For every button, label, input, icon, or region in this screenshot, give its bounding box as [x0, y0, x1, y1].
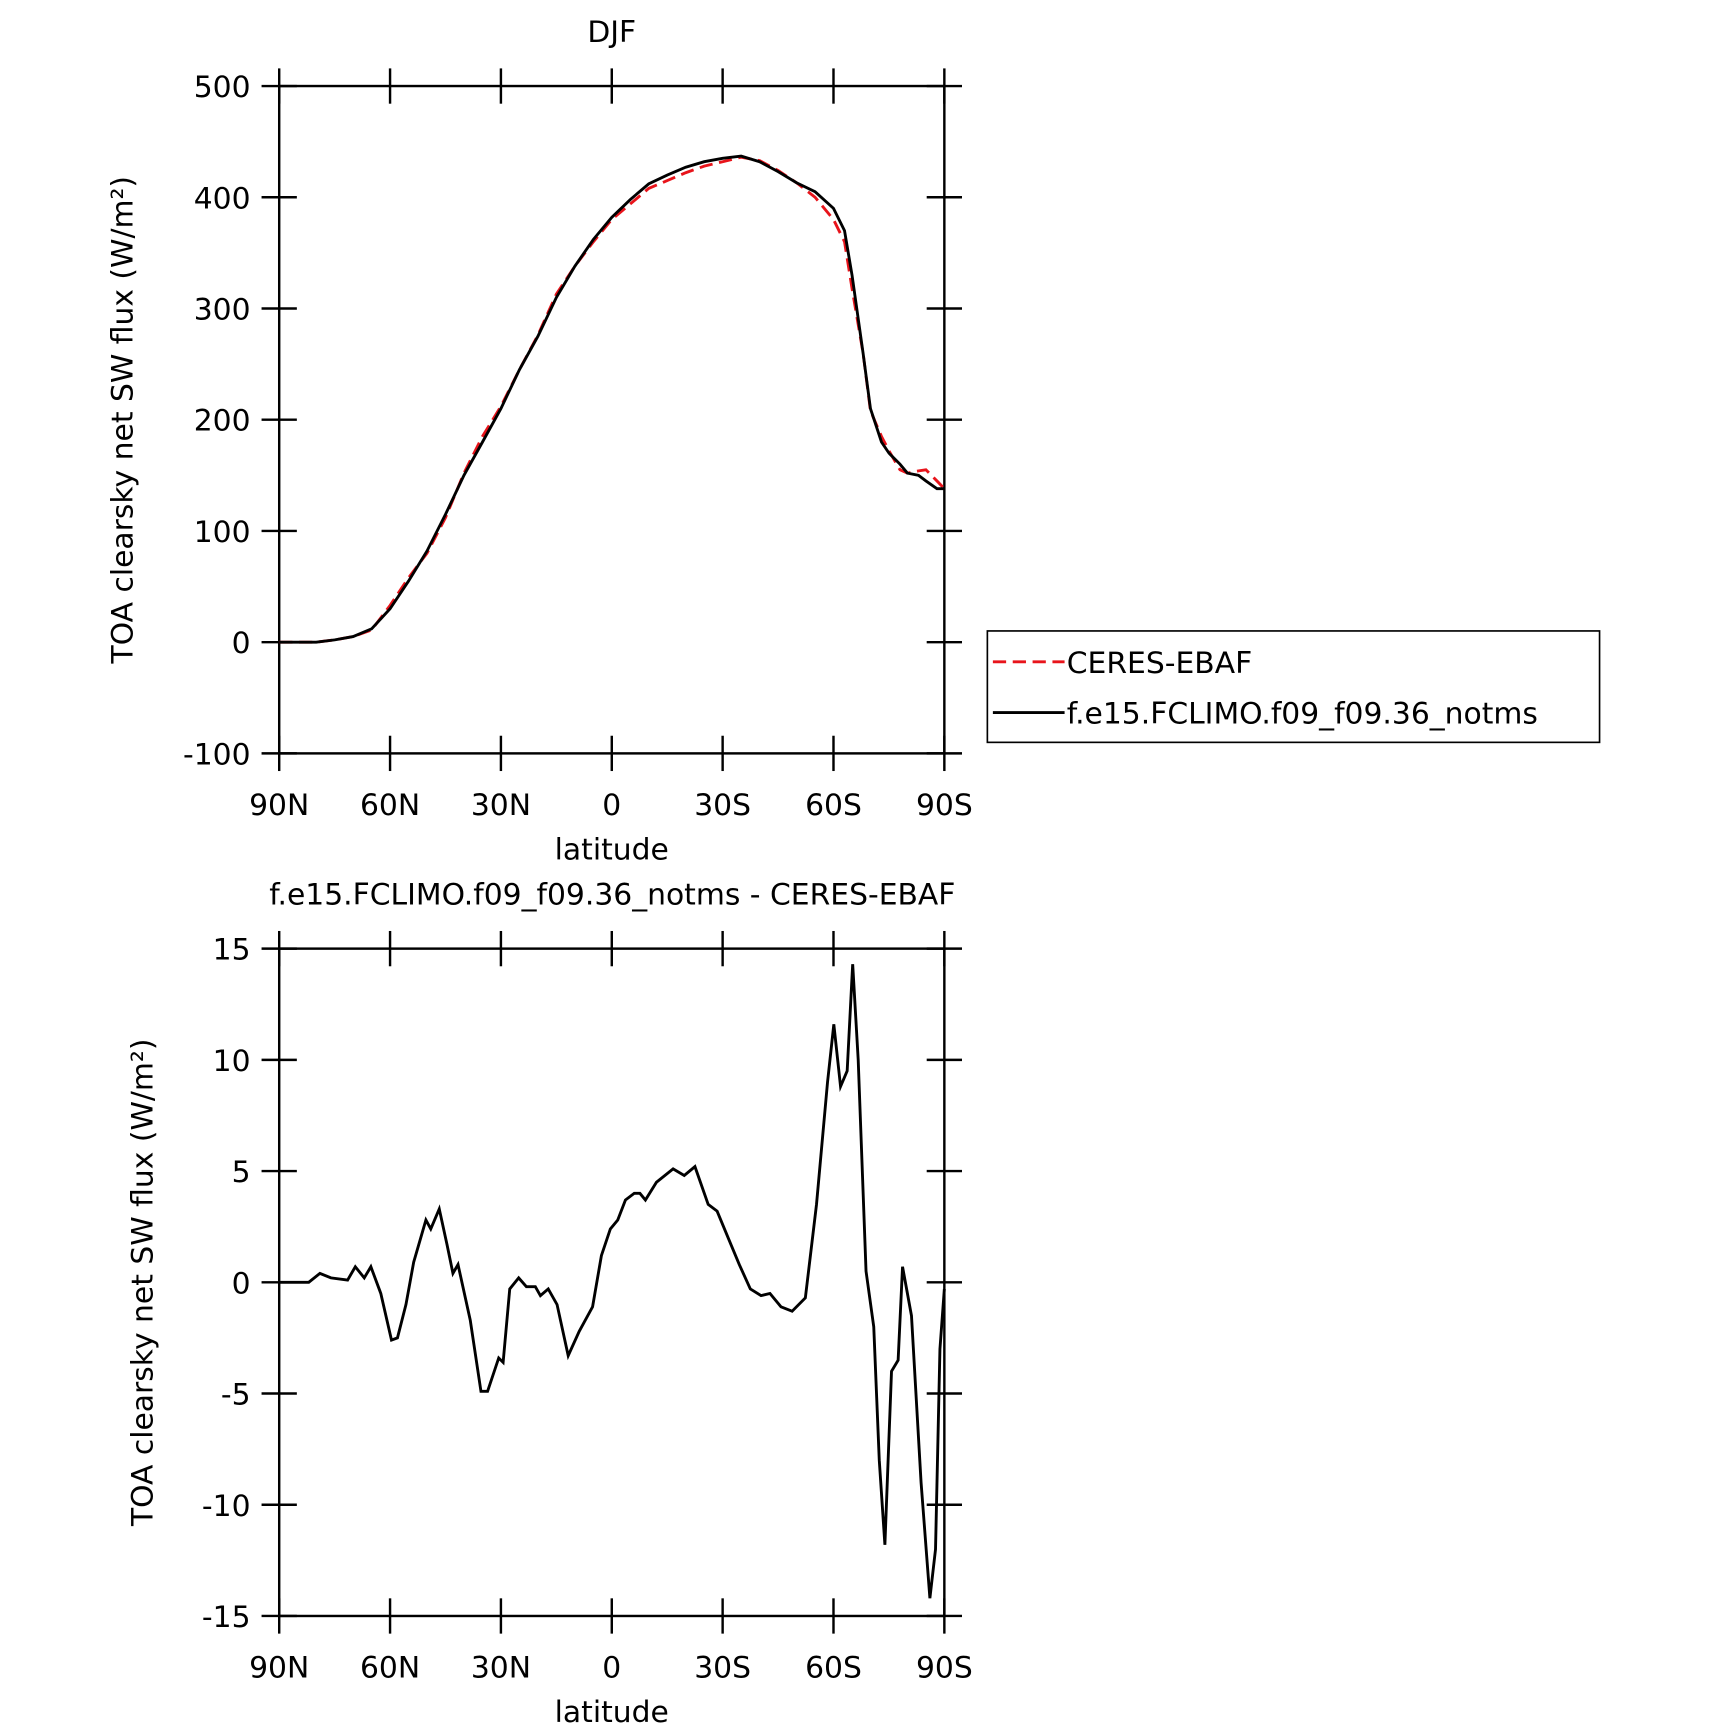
y-tick-label: 400 [194, 181, 251, 216]
x-tick-label: 30N [471, 788, 531, 823]
y-tick-label: 100 [194, 515, 251, 550]
y-tick-label: 0 [232, 1266, 251, 1301]
y-tick-label: 5 [232, 1155, 251, 1190]
legend-box [986, 630, 1601, 744]
y-tick-label: -15 [202, 1600, 251, 1635]
y-tick-label: 0 [232, 626, 251, 661]
x-tick-label: 30N [471, 1651, 531, 1686]
plot-frame [277, 84, 946, 755]
y-tick-label: 300 [194, 293, 251, 328]
x-tick-label: 90S [916, 788, 973, 823]
y-tick-label: 500 [194, 70, 251, 105]
x-tick-label: 60S [805, 788, 862, 823]
x-tick-label: 0 [602, 1651, 621, 1686]
y-tick-label: 10 [213, 1044, 251, 1079]
x-axis-label: latitude [555, 1695, 669, 1730]
x-tick-label: 90S [916, 1651, 973, 1686]
x-axis-label: latitude [555, 832, 669, 867]
data-line [279, 154, 945, 644]
chart-title: f.e15.FCLIMO.f09_f09.36_notms - CERES-EB… [269, 878, 955, 913]
x-tick-label: 30S [694, 788, 751, 823]
x-tick-label: 60S [805, 1651, 862, 1686]
y-tick-label: -100 [183, 737, 251, 772]
y-tick-label: -5 [221, 1378, 251, 1413]
legend-label: f.e15.FCLIMO.f09_f09.36_notms [1067, 697, 1538, 732]
legend-label: CERES-EBAF [1067, 646, 1252, 681]
y-tick-label: 200 [194, 404, 251, 439]
chart-title: DJF [587, 15, 636, 50]
y-axis-label: TOA clearsky net SW flux (W/m²) [106, 176, 141, 665]
x-tick-label: 0 [602, 788, 621, 823]
y-tick-label: -10 [202, 1489, 251, 1524]
plot-frame [277, 947, 946, 1618]
data-line [279, 964, 946, 1599]
data-line [279, 155, 946, 644]
x-tick-label: 60N [360, 1651, 420, 1686]
y-tick-label: 15 [213, 933, 251, 968]
x-tick-label: 30S [694, 1651, 751, 1686]
x-tick-label: 60N [360, 788, 420, 823]
x-tick-label: 90N [249, 788, 309, 823]
x-tick-label: 90N [249, 1651, 309, 1686]
y-axis-label: TOA clearsky net SW flux (W/m²) [125, 1039, 160, 1527]
